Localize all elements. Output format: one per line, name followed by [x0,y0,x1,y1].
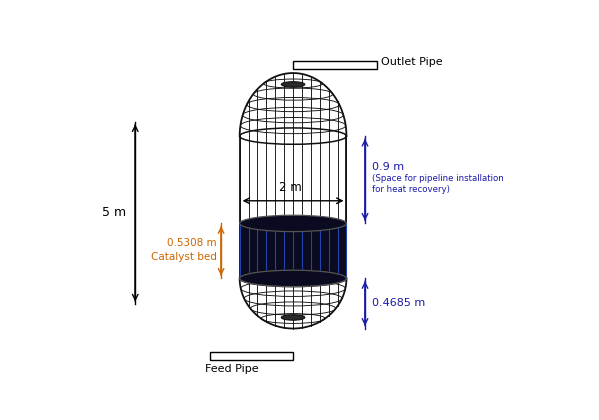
Text: Catalyst bed: Catalyst bed [150,252,216,262]
Text: (Space for pipeline installation: (Space for pipeline installation [372,173,504,183]
Text: 5 m: 5 m [102,206,126,219]
Text: 0.5308 m: 0.5308 m [167,238,216,248]
Text: Feed Pipe: Feed Pipe [205,364,259,374]
Text: 0.9 m: 0.9 m [372,162,404,172]
Polygon shape [240,223,346,278]
Ellipse shape [282,81,305,87]
Ellipse shape [282,315,305,320]
Bar [210,352,293,360]
Text: 2 m: 2 m [279,181,302,194]
Text: for heat recovery): for heat recovery) [372,185,450,194]
Text: 0.4685 m: 0.4685 m [372,299,425,308]
Text: Outlet Pipe: Outlet Pipe [382,57,443,67]
Ellipse shape [240,270,346,286]
Bar [293,61,377,68]
Ellipse shape [240,215,346,231]
